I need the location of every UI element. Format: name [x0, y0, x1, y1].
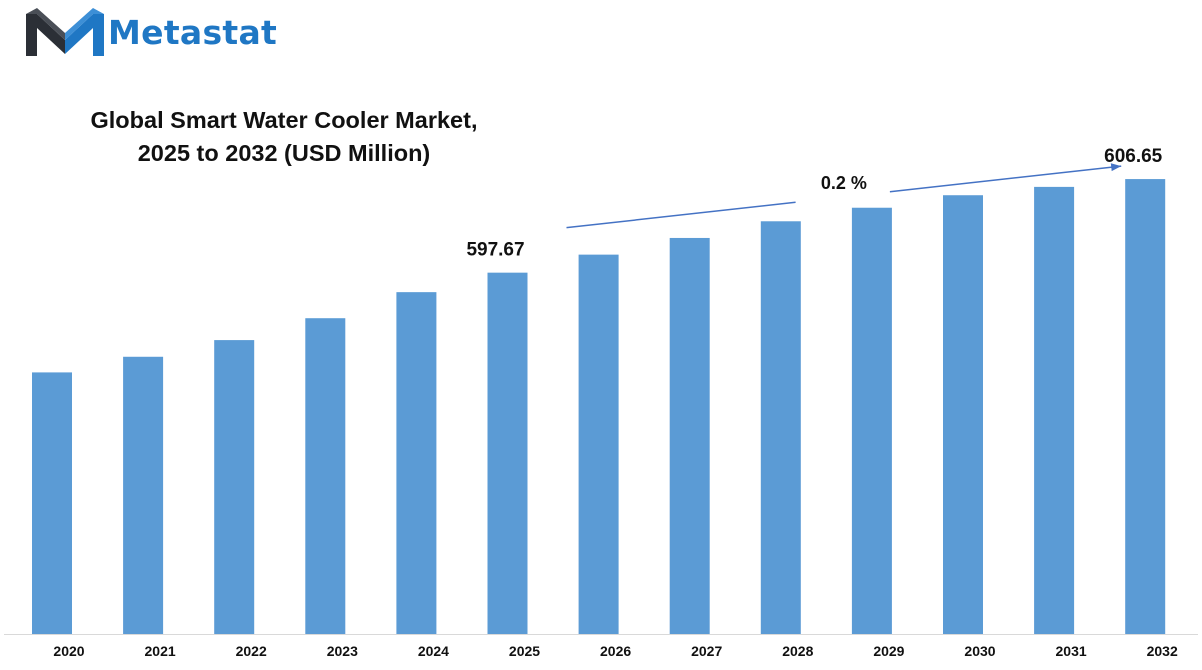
x-tick-label-2031: 2031: [1056, 643, 1087, 659]
data-label-2032: 606.65: [1104, 146, 1163, 167]
x-tick-label-2023: 2023: [327, 643, 358, 659]
brand-name: Metastat: [108, 12, 278, 52]
x-tick-label-2020: 2020: [53, 643, 84, 659]
cagr-arrow-line-end: [889, 165, 1122, 193]
data-label-2025: 597.67: [466, 240, 524, 261]
x-tick-label-2024: 2024: [418, 643, 449, 659]
bar-2025: [487, 272, 528, 634]
bar-2026: [578, 254, 619, 634]
x-tick-label-2029: 2029: [873, 643, 904, 659]
brand-logo: Metastat: [24, 4, 277, 60]
bar-2023: [305, 318, 346, 634]
bar-2027: [669, 237, 710, 634]
bar-2031: [1034, 186, 1075, 635]
bar-2020: [32, 372, 72, 634]
x-tick-label-2028: 2028: [782, 643, 813, 659]
bar-2030: [943, 195, 983, 635]
bar-2021: [123, 356, 164, 634]
cagr-arrow-line-start: [566, 201, 796, 229]
x-tick-label-2027: 2027: [691, 643, 722, 659]
cagr-arrow-head-icon: [1110, 163, 1122, 172]
chart-title-line-1: Global Smart Water Cooler Market,: [90, 107, 478, 133]
m-logo-icon: [26, 8, 104, 56]
x-tick-label-2026: 2026: [600, 643, 631, 659]
cagr-label: 0.2 %: [821, 173, 867, 193]
x-tick-label-2022: 2022: [236, 643, 267, 659]
x-tick-label-2021: 2021: [145, 643, 176, 659]
bar-2029: [851, 207, 892, 634]
x-tick-label-2025: 2025: [509, 643, 540, 659]
bar-2028: [760, 221, 801, 634]
chart-title-line-2: 2025 to 2032 (USD Million): [137, 140, 431, 166]
bar-2022: [214, 340, 255, 634]
chart-title: Global Smart Water Cooler Market, 2025 t…: [58, 104, 510, 170]
bar-2032: [1125, 179, 1166, 634]
x-tick-label-2032: 2032: [1147, 643, 1178, 659]
x-tick-label-2030: 2030: [964, 643, 995, 659]
bar-2024: [396, 292, 437, 634]
